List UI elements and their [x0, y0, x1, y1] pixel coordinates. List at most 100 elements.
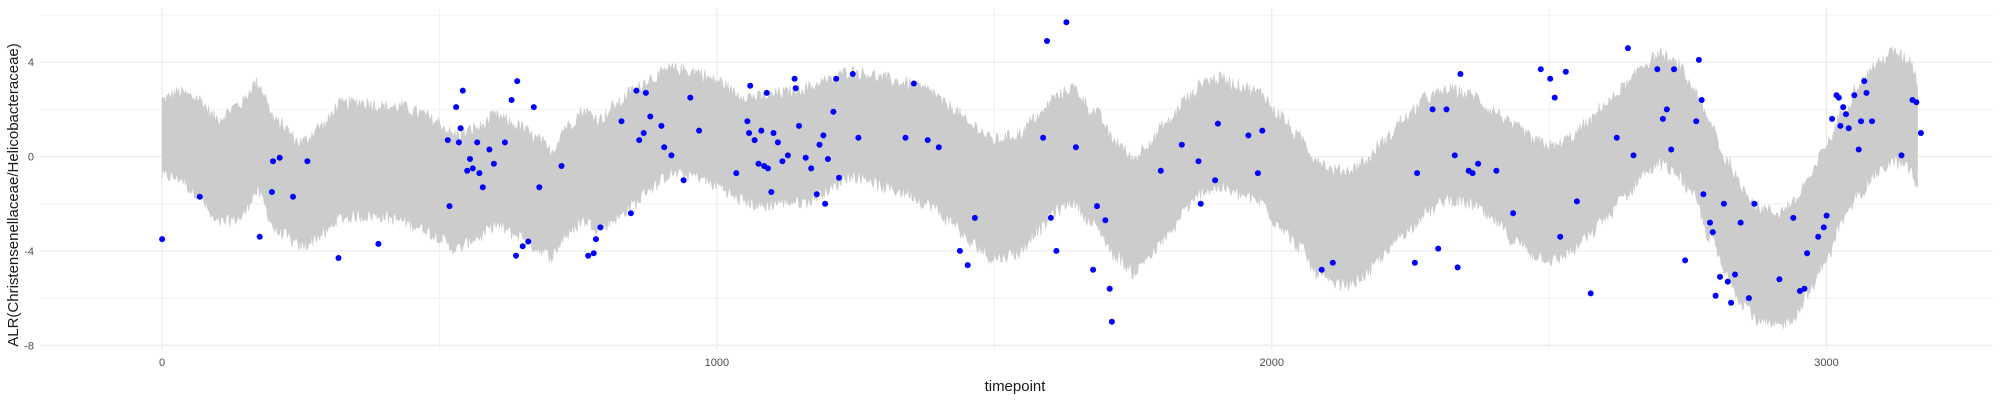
data-point — [1724, 278, 1731, 285]
data-point — [758, 127, 765, 134]
data-point — [1698, 97, 1705, 103]
data-point — [1913, 99, 1920, 106]
data-point — [824, 156, 831, 162]
data-point — [1663, 106, 1670, 113]
data-point — [304, 158, 311, 165]
data-point — [1843, 111, 1849, 118]
data-point — [592, 236, 599, 243]
data-point — [1493, 167, 1500, 174]
data-point — [1863, 89, 1870, 96]
data-point — [1823, 212, 1830, 219]
data-point — [1212, 177, 1219, 184]
y-axis-ticks: -8 -4 0 4 — [24, 57, 34, 352]
data-point — [276, 154, 283, 161]
data-point — [536, 184, 543, 191]
data-point — [1329, 259, 1336, 266]
data-point — [796, 122, 802, 129]
data-point — [1820, 224, 1827, 231]
data-point — [1707, 219, 1713, 226]
data-point — [1195, 158, 1202, 165]
x-tick-label: 2000 — [1259, 357, 1283, 369]
data-point — [816, 141, 823, 148]
data-point — [1557, 233, 1564, 240]
data-points — [159, 19, 1924, 325]
data-point — [855, 134, 862, 141]
data-point — [159, 236, 166, 243]
data-point — [1102, 217, 1109, 224]
data-point — [479, 184, 486, 191]
data-point — [768, 189, 775, 195]
data-point — [1254, 170, 1261, 177]
data-point — [822, 200, 829, 207]
data-point — [1751, 200, 1758, 207]
data-point — [627, 210, 634, 217]
data-point — [1712, 292, 1719, 299]
data-point — [733, 170, 740, 177]
data-point — [1573, 198, 1580, 205]
y-tick-label: 0 — [28, 152, 34, 164]
data-point — [196, 193, 203, 200]
data-point — [1855, 146, 1862, 153]
data-point — [558, 163, 565, 169]
data-point — [1720, 200, 1727, 207]
data-point — [474, 139, 481, 146]
data-point — [813, 191, 820, 198]
data-point — [1451, 152, 1458, 159]
data-point — [1717, 273, 1723, 280]
data-point — [1624, 45, 1631, 52]
data-point — [525, 238, 532, 245]
data-point — [1801, 285, 1808, 292]
data-point — [486, 146, 493, 153]
data-point — [335, 255, 342, 261]
data-point — [1106, 285, 1113, 292]
data-point — [1796, 288, 1803, 294]
data-point — [490, 160, 497, 167]
data-point — [746, 130, 753, 136]
data-point — [1475, 160, 1482, 167]
data-point — [1178, 141, 1185, 148]
data-point — [1551, 94, 1558, 101]
data-point — [514, 78, 521, 85]
data-point — [519, 243, 526, 250]
data-point — [1630, 152, 1637, 159]
data-point — [1668, 146, 1675, 153]
data-point — [1776, 276, 1783, 283]
data-point — [1318, 266, 1325, 273]
data-point — [1047, 214, 1054, 221]
data-point — [1745, 295, 1752, 302]
data-point — [268, 189, 275, 195]
data-point — [636, 137, 643, 144]
x-tick-label: 1000 — [705, 357, 729, 369]
data-point — [1429, 106, 1436, 113]
data-point — [744, 118, 751, 125]
data-point — [792, 85, 799, 92]
data-point — [770, 130, 777, 136]
data-point — [1044, 38, 1050, 44]
y-tick-label: -4 — [24, 246, 34, 258]
data-point — [464, 167, 471, 174]
data-point — [1728, 299, 1735, 306]
data-point — [661, 144, 668, 151]
data-point — [764, 165, 771, 172]
data-point — [1869, 118, 1875, 125]
y-tick-label: 4 — [28, 57, 34, 69]
data-point — [971, 214, 978, 221]
band-ribbon — [161, 46, 1918, 330]
data-point — [1469, 170, 1476, 177]
data-point — [290, 193, 296, 200]
data-point — [1840, 104, 1847, 111]
data-point — [1108, 318, 1115, 325]
data-point — [459, 87, 466, 94]
data-point — [902, 134, 909, 141]
data-point — [755, 160, 762, 167]
data-point — [1510, 210, 1517, 217]
data-point — [1845, 125, 1852, 132]
data-point — [1861, 78, 1868, 85]
data-point — [680, 177, 687, 184]
data-point — [1157, 167, 1164, 174]
data-point — [964, 262, 971, 269]
data-point — [469, 165, 476, 172]
data-point — [590, 250, 597, 257]
data-point — [1898, 152, 1905, 159]
